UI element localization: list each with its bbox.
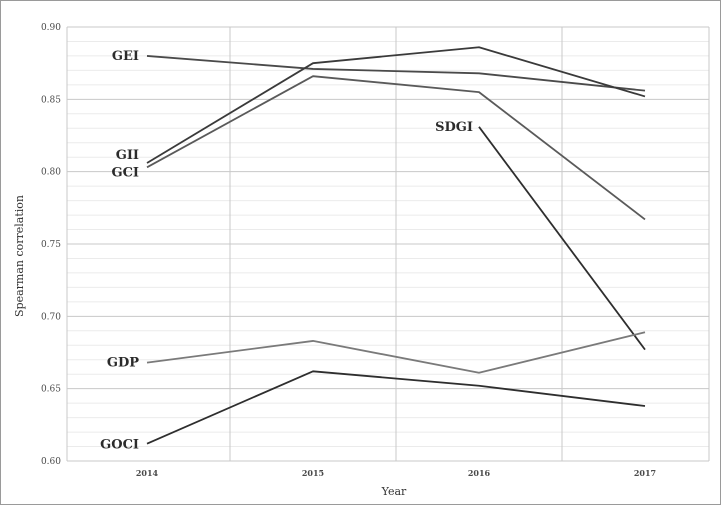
series-labels: GEI GII GCI SDGI GDP GOCI	[100, 49, 473, 453]
series-line-gii	[146, 46, 646, 164]
series-line-goci	[146, 370, 646, 445]
series-label-sdgi: SDGI	[435, 120, 473, 135]
x-tick-label: 2015	[302, 468, 324, 478]
y-tick-label: 0.75	[41, 240, 61, 250]
y-tick-label: 0.90	[41, 23, 61, 33]
series-label-gdp: GDP	[107, 356, 139, 371]
series-label-gei: GEI	[112, 49, 139, 64]
series-line-gci	[146, 75, 646, 221]
major-gridlines	[66, 26, 710, 462]
y-tick-label: 0.80	[41, 168, 61, 178]
series-line-gdp	[146, 331, 646, 374]
series-label-goci: GOCI	[100, 438, 139, 453]
x-axis-title: Year	[381, 485, 407, 498]
y-tick-label: 0.60	[41, 457, 61, 467]
y-tick-label: 0.85	[41, 95, 61, 105]
series-line-sdgi	[478, 126, 646, 351]
series-line-gei	[146, 55, 646, 92]
y-axis-title: Spearman correlation	[13, 195, 26, 317]
series-label-gii: GII	[116, 148, 139, 163]
y-axis-ticks: 0.60 0.65 0.70 0.75 0.80 0.85 0.90	[41, 23, 61, 467]
y-tick-label: 0.65	[41, 385, 61, 395]
series-label-gci: GCI	[111, 165, 139, 180]
x-axis-ticks: 2014 2015 2016 2017	[136, 468, 656, 478]
x-tick-label: 2017	[634, 468, 656, 478]
y-tick-label: 0.70	[41, 312, 61, 322]
series-lines	[146, 46, 646, 445]
x-tick-label: 2014	[136, 468, 159, 478]
x-tick-label: 2016	[468, 468, 491, 478]
